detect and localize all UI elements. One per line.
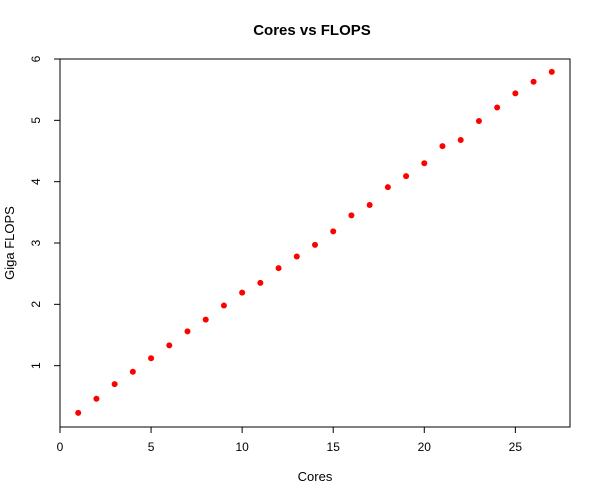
data-point-0-19 bbox=[421, 160, 428, 167]
data-point-0-8 bbox=[220, 302, 227, 309]
y-tick-label-1: 2 bbox=[29, 301, 43, 308]
y-tick-label-3: 4 bbox=[29, 178, 43, 185]
data-point-0-26 bbox=[548, 68, 555, 75]
x-tick-label-5: 25 bbox=[509, 440, 523, 454]
data-point-0-2 bbox=[111, 381, 118, 388]
chart-title: Cores vs FLOPS bbox=[253, 22, 371, 39]
data-point-0-12 bbox=[293, 253, 300, 260]
y-tick-label-2: 3 bbox=[29, 239, 43, 246]
data-point-0-23 bbox=[494, 104, 501, 111]
data-point-0-9 bbox=[239, 289, 246, 296]
data-point-0-0 bbox=[75, 409, 82, 416]
data-point-0-3 bbox=[129, 368, 136, 375]
data-point-0-11 bbox=[275, 265, 282, 272]
data-point-0-21 bbox=[457, 136, 464, 143]
x-tick-label-0: 0 bbox=[57, 440, 64, 454]
y-tick-label-4: 5 bbox=[29, 117, 43, 124]
y-axis-title: Giga FLOPS bbox=[2, 206, 17, 280]
data-point-0-22 bbox=[475, 117, 482, 124]
x-axis-title: Cores bbox=[298, 469, 333, 484]
x-tick-label-4: 20 bbox=[418, 440, 432, 454]
data-point-0-6 bbox=[184, 328, 191, 335]
x-tick-label-2: 10 bbox=[235, 440, 249, 454]
data-point-0-25 bbox=[530, 78, 537, 85]
x-tick-label-1: 5 bbox=[148, 440, 155, 454]
data-points bbox=[75, 68, 555, 416]
x-axis: 0 5 10 15 20 25 bbox=[57, 427, 523, 454]
data-point-0-4 bbox=[148, 355, 155, 362]
y-tick-label-5: 6 bbox=[29, 55, 43, 62]
data-point-0-13 bbox=[312, 241, 318, 248]
y-axis: 1 2 3 4 5 6 bbox=[29, 55, 60, 369]
y-tick-label-0: 1 bbox=[29, 362, 43, 369]
data-point-0-1 bbox=[93, 395, 100, 402]
x-tick-label-3: 15 bbox=[327, 440, 341, 454]
data-point-0-10 bbox=[257, 279, 264, 286]
data-point-0-20 bbox=[439, 143, 446, 150]
data-point-0-18 bbox=[403, 173, 410, 180]
data-point-0-15 bbox=[348, 212, 355, 219]
data-point-0-14 bbox=[330, 228, 337, 235]
data-point-0-17 bbox=[384, 184, 391, 191]
data-point-0-5 bbox=[166, 342, 173, 349]
data-point-0-24 bbox=[512, 90, 519, 97]
data-point-0-7 bbox=[202, 316, 209, 323]
data-point-0-16 bbox=[366, 201, 373, 208]
